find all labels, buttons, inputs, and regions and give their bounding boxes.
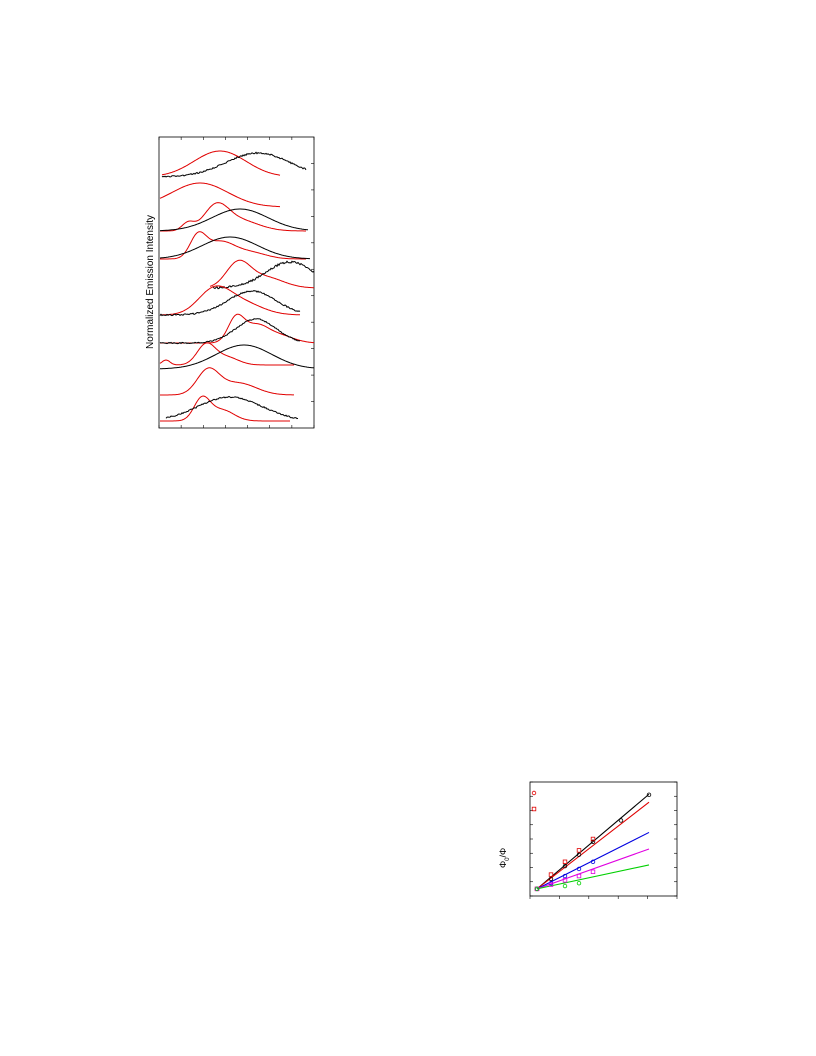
data-point — [619, 819, 623, 823]
emission-spectra-figure: Normalized Emission Intensity — [130, 125, 330, 440]
legend-marker — [532, 791, 536, 795]
data-point — [563, 860, 567, 864]
stern-volmer-chart: Φ0/Φ — [490, 772, 690, 912]
fit-lines — [537, 794, 649, 889]
data-point — [563, 884, 567, 888]
data-point — [591, 870, 595, 874]
plot-frame — [159, 137, 314, 428]
y-axis-label: Φ0/Φ — [498, 848, 511, 868]
emission-spectra-chart: Normalized Emission Intensity — [130, 125, 330, 440]
data-point — [577, 881, 581, 885]
absorption-trace — [160, 314, 314, 343]
absorption-trace — [160, 396, 290, 421]
y-axis-label: Normalized Emission Intensity — [145, 215, 156, 349]
absorption-trace — [160, 286, 300, 315]
emission-trace — [166, 396, 298, 418]
absorption-trace — [160, 343, 294, 365]
y-axis-label-phi: Φ — [498, 861, 508, 868]
axis-ticks — [159, 137, 314, 428]
absorption-trace — [160, 203, 306, 231]
svg-text:Φ0/Φ: Φ0/Φ — [498, 848, 511, 868]
legend — [532, 791, 536, 811]
stern-volmer-figure: Φ0/Φ — [490, 772, 690, 912]
absorption-trace — [160, 232, 306, 259]
y-axis-label-rest: /Φ — [498, 848, 508, 858]
fit-line — [537, 802, 649, 889]
fit-line — [537, 794, 649, 889]
emission-trace — [162, 152, 306, 177]
emission-trace — [160, 209, 308, 231]
absorption-trace — [162, 151, 280, 175]
spectral-traces — [160, 151, 314, 421]
plot-frame — [530, 782, 677, 896]
absorption-trace — [160, 368, 294, 395]
